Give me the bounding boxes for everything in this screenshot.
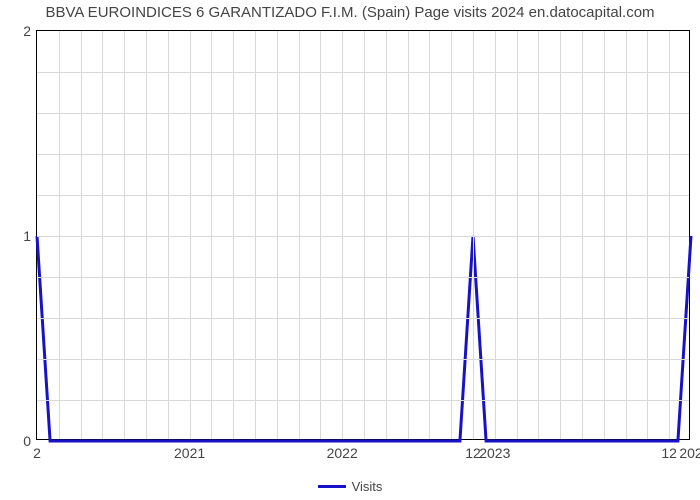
grid-line-vertical xyxy=(299,31,300,439)
grid-line-horizontal xyxy=(37,154,689,155)
grid-line-vertical xyxy=(342,31,343,439)
grid-line-horizontal xyxy=(37,236,689,237)
grid-line-vertical xyxy=(277,31,278,439)
grid-line-vertical xyxy=(451,31,452,439)
grid-line-vertical xyxy=(604,31,605,439)
plot-area: 01222021202212202312202 xyxy=(36,30,690,440)
grid-line-vertical xyxy=(255,31,256,439)
grid-line-vertical xyxy=(386,31,387,439)
legend-label: Visits xyxy=(352,479,383,494)
grid-line-horizontal xyxy=(37,195,689,196)
grid-line-vertical xyxy=(211,31,212,439)
y-tick-label: 2 xyxy=(23,23,31,39)
x-tick-label: 2 xyxy=(33,445,41,461)
grid-line-vertical xyxy=(233,31,234,439)
x-tick-label: 2022 xyxy=(327,445,358,461)
grid-line-vertical xyxy=(473,31,474,439)
grid-line-horizontal xyxy=(37,359,689,360)
x-tick-label: 2021 xyxy=(174,445,205,461)
grid-line-vertical xyxy=(364,31,365,439)
grid-line-vertical xyxy=(124,31,125,439)
grid-line-vertical xyxy=(495,31,496,439)
y-tick-label: 1 xyxy=(23,228,31,244)
grid-line-vertical xyxy=(408,31,409,439)
grid-line-vertical xyxy=(81,31,82,439)
grid-line-horizontal xyxy=(37,318,689,319)
grid-line-vertical xyxy=(517,31,518,439)
grid-line-horizontal xyxy=(37,277,689,278)
legend: Visits xyxy=(0,476,700,494)
grid-line-horizontal xyxy=(37,72,689,73)
grid-line-horizontal xyxy=(37,113,689,114)
x-tick-label: 202 xyxy=(679,445,700,461)
grid-line-vertical xyxy=(320,31,321,439)
x-tick-label: 2023 xyxy=(479,445,510,461)
grid-line-vertical xyxy=(190,31,191,439)
grid-line-vertical xyxy=(59,31,60,439)
grid-line-vertical xyxy=(582,31,583,439)
grid-line-vertical xyxy=(168,31,169,439)
grid-line-vertical xyxy=(626,31,627,439)
legend-swatch xyxy=(318,485,346,488)
grid-line-vertical xyxy=(429,31,430,439)
grid-line-vertical xyxy=(146,31,147,439)
chart-container: BBVA EUROINDICES 6 GARANTIZADO F.I.M. (S… xyxy=(0,0,700,500)
chart-title: BBVA EUROINDICES 6 GARANTIZADO F.I.M. (S… xyxy=(0,4,700,21)
grid-line-vertical xyxy=(538,31,539,439)
grid-line-vertical xyxy=(560,31,561,439)
grid-line-vertical xyxy=(102,31,103,439)
grid-line-vertical xyxy=(669,31,670,439)
x-tick-label: 12 xyxy=(661,445,677,461)
y-tick-label: 0 xyxy=(23,433,31,449)
grid-line-vertical xyxy=(647,31,648,439)
grid-line-horizontal xyxy=(37,400,689,401)
legend-item-visits: Visits xyxy=(318,479,383,494)
